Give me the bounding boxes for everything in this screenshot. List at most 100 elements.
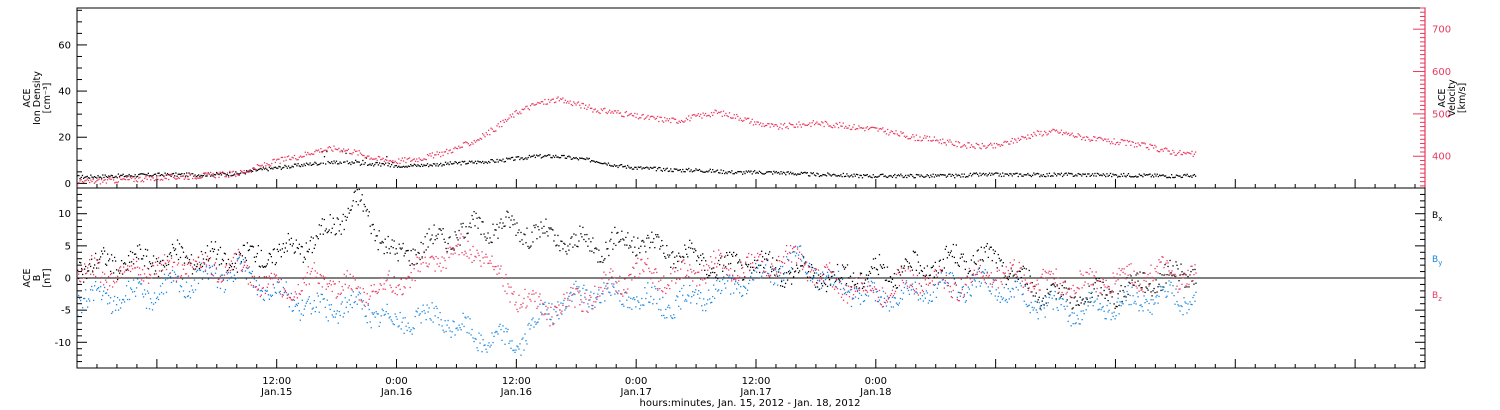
field-point — [1013, 296, 1015, 298]
field-point — [723, 276, 725, 278]
density-point — [344, 161, 346, 163]
field-point — [182, 251, 185, 253]
field-point — [1181, 271, 1183, 273]
density-point — [1055, 175, 1058, 177]
field-point — [698, 257, 700, 259]
field-point — [224, 253, 227, 255]
field-point — [851, 280, 854, 283]
velocity-point — [924, 135, 926, 137]
field-point — [334, 316, 336, 318]
field-point — [614, 277, 616, 279]
density-point — [303, 163, 305, 165]
field-point — [905, 259, 908, 261]
field-point — [768, 251, 771, 253]
field-point — [426, 265, 428, 267]
density-point — [381, 162, 383, 165]
velocity-point — [422, 159, 424, 161]
field-point — [820, 287, 823, 289]
field-point — [137, 282, 140, 284]
density-point — [487, 160, 490, 163]
field-point — [794, 245, 797, 247]
velocity-point — [103, 179, 105, 182]
field-point — [80, 269, 83, 272]
field-point — [687, 294, 689, 296]
velocity-point — [897, 134, 900, 137]
field-point — [779, 272, 782, 274]
field-point — [209, 257, 212, 259]
density-point — [526, 158, 528, 160]
density-tick-label: 60 — [58, 40, 71, 51]
velocity-point — [121, 178, 123, 181]
field-point — [771, 268, 774, 270]
velocity-point — [647, 114, 649, 117]
field-point — [938, 260, 941, 262]
field-point — [1056, 284, 1058, 286]
field-point — [772, 269, 775, 271]
field-point — [547, 235, 549, 237]
field-point — [270, 272, 273, 275]
field-point — [351, 289, 353, 291]
field-point — [810, 269, 813, 271]
density-point — [200, 174, 202, 177]
density-point — [688, 167, 690, 170]
field-point — [1006, 277, 1008, 280]
field-point — [137, 258, 140, 260]
field-point — [389, 284, 391, 286]
density-point — [690, 169, 692, 171]
field-point — [367, 303, 369, 305]
field-point — [924, 297, 927, 299]
density-point — [180, 173, 182, 176]
field-point — [712, 271, 714, 274]
field-point — [350, 209, 352, 211]
field-point — [751, 272, 753, 275]
field-point — [224, 266, 227, 268]
field-point — [1117, 293, 1119, 295]
velocity-point — [104, 179, 106, 181]
field-point — [760, 260, 763, 262]
field-point — [204, 270, 207, 273]
field-point — [769, 274, 772, 276]
field-point — [867, 295, 870, 297]
density-point — [244, 173, 247, 175]
velocity-point — [1072, 135, 1075, 137]
field-point — [324, 276, 326, 279]
density-point — [99, 176, 102, 178]
field-point — [606, 248, 608, 250]
density-point — [195, 175, 197, 178]
field-point — [821, 285, 824, 287]
velocity-point — [413, 158, 416, 160]
field-point — [83, 263, 86, 265]
field-point — [1079, 296, 1081, 298]
field-point — [293, 296, 295, 298]
field-point — [427, 246, 429, 248]
density-point — [372, 165, 375, 167]
density-point — [1188, 175, 1191, 178]
field-point — [807, 266, 810, 268]
field-point — [829, 284, 832, 286]
velocity-point — [90, 179, 92, 181]
density-point — [1029, 174, 1031, 177]
field-point — [1176, 300, 1178, 303]
density-point — [1155, 175, 1157, 177]
field-point — [424, 256, 426, 259]
field-point — [747, 266, 749, 268]
velocity-point — [96, 180, 98, 182]
density-point — [824, 174, 826, 176]
field-point — [308, 248, 310, 251]
field-point — [521, 306, 523, 308]
field-point — [734, 270, 736, 272]
field-point — [859, 272, 862, 274]
field-point — [865, 274, 868, 276]
velocity-point — [169, 173, 171, 176]
field-point — [381, 277, 383, 279]
field-point — [226, 270, 229, 272]
velocity-point — [474, 141, 477, 143]
field-point — [699, 263, 701, 266]
density-point — [404, 166, 406, 168]
field-point — [693, 251, 695, 253]
density-point — [594, 161, 596, 163]
density-point — [440, 162, 442, 165]
field-point — [778, 274, 781, 277]
density-point — [1162, 174, 1164, 176]
field-point — [591, 308, 593, 310]
